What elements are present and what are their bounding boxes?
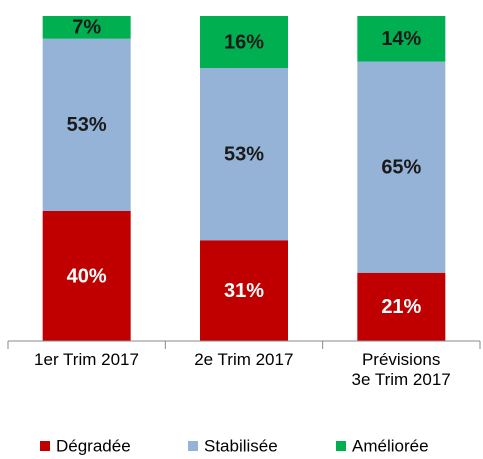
legend-swatch <box>40 441 50 451</box>
bar-segment <box>357 61 446 273</box>
legend-label: Stabilisée <box>204 436 278 455</box>
legend-swatch <box>188 441 198 451</box>
x-tick-label: 2e Trim 2017 <box>194 350 294 369</box>
value-label: 53% <box>224 143 264 165</box>
value-label: 21% <box>381 296 421 318</box>
bar-segment <box>200 16 288 68</box>
legend-label: Améliorée <box>352 436 429 455</box>
value-label: 16% <box>224 31 264 53</box>
bar-segment <box>357 16 446 62</box>
legend-swatch <box>336 441 346 451</box>
value-label: 7% <box>72 17 101 39</box>
bar-segment <box>42 38 131 211</box>
bar-segment <box>200 240 288 341</box>
bar-segment <box>200 68 288 241</box>
value-label: 65% <box>381 156 421 178</box>
bar-segment <box>357 272 446 341</box>
value-label: 31% <box>224 280 264 302</box>
value-label: 40% <box>67 265 107 287</box>
legend-label: Dégradée <box>56 436 131 455</box>
x-tick-label: Prévisions 3e Trim 2017 <box>351 350 451 389</box>
bar-segment <box>42 211 131 341</box>
bar-segment <box>42 16 131 39</box>
x-tick-label: 1er Trim 2017 <box>34 350 139 369</box>
value-label: 53% <box>67 114 107 136</box>
value-label: 14% <box>381 28 421 50</box>
